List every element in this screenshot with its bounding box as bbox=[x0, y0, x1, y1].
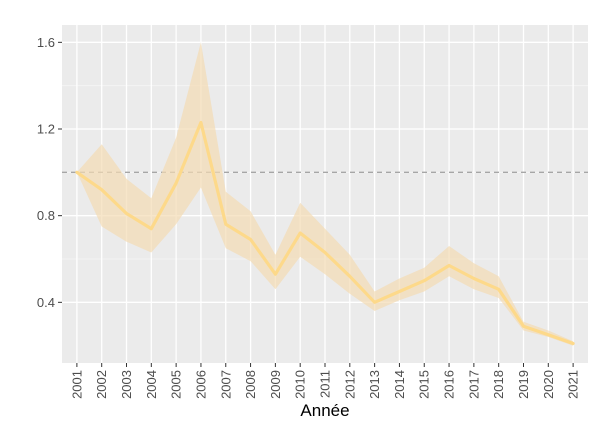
x-tick-label: 2014 bbox=[392, 370, 407, 399]
y-tick-label: 0.8 bbox=[37, 208, 55, 223]
x-tick-label: 2011 bbox=[318, 370, 333, 398]
x-tick-label: 2008 bbox=[243, 370, 258, 399]
x-tick-label: 2020 bbox=[541, 370, 556, 399]
x-tick-label: 2017 bbox=[466, 370, 481, 399]
x-tick-label: 2004 bbox=[144, 370, 159, 399]
x-tick-label: 2001 bbox=[69, 370, 84, 399]
y-axis: 0.4 0.8 1.2 1.6 bbox=[37, 35, 62, 310]
y-tick-label: 0.4 bbox=[37, 295, 55, 310]
x-tick-label: 2013 bbox=[367, 370, 382, 399]
confidence-band bbox=[76, 42, 574, 346]
x-tick-label: 2016 bbox=[442, 370, 457, 399]
x-axis: 2001 2002 2003 2004 2005 2006 2007 2008 2009 2010… bbox=[69, 363, 581, 399]
x-tick-label: 2003 bbox=[119, 370, 134, 399]
y-tick-label: 1.6 bbox=[37, 35, 55, 50]
x-tick-label: 2006 bbox=[193, 370, 208, 399]
x-tick-label: 2019 bbox=[516, 370, 531, 399]
x-axis-title: Année bbox=[300, 401, 349, 420]
series-line bbox=[75, 120, 575, 346]
x-tick-label: 2021 bbox=[566, 370, 581, 399]
x-tick-label: 2002 bbox=[94, 370, 109, 399]
x-tick-label: 2015 bbox=[417, 370, 432, 399]
x-tick-label: 2010 bbox=[293, 370, 308, 399]
y-tick-label: 1.2 bbox=[37, 122, 55, 137]
x-tick-label: 2018 bbox=[491, 370, 506, 399]
x-tick-label: 2009 bbox=[268, 370, 283, 399]
x-tick-label: 2007 bbox=[218, 370, 233, 399]
x-tick-label: 2012 bbox=[342, 370, 357, 399]
x-tick-label: 2005 bbox=[169, 370, 184, 399]
